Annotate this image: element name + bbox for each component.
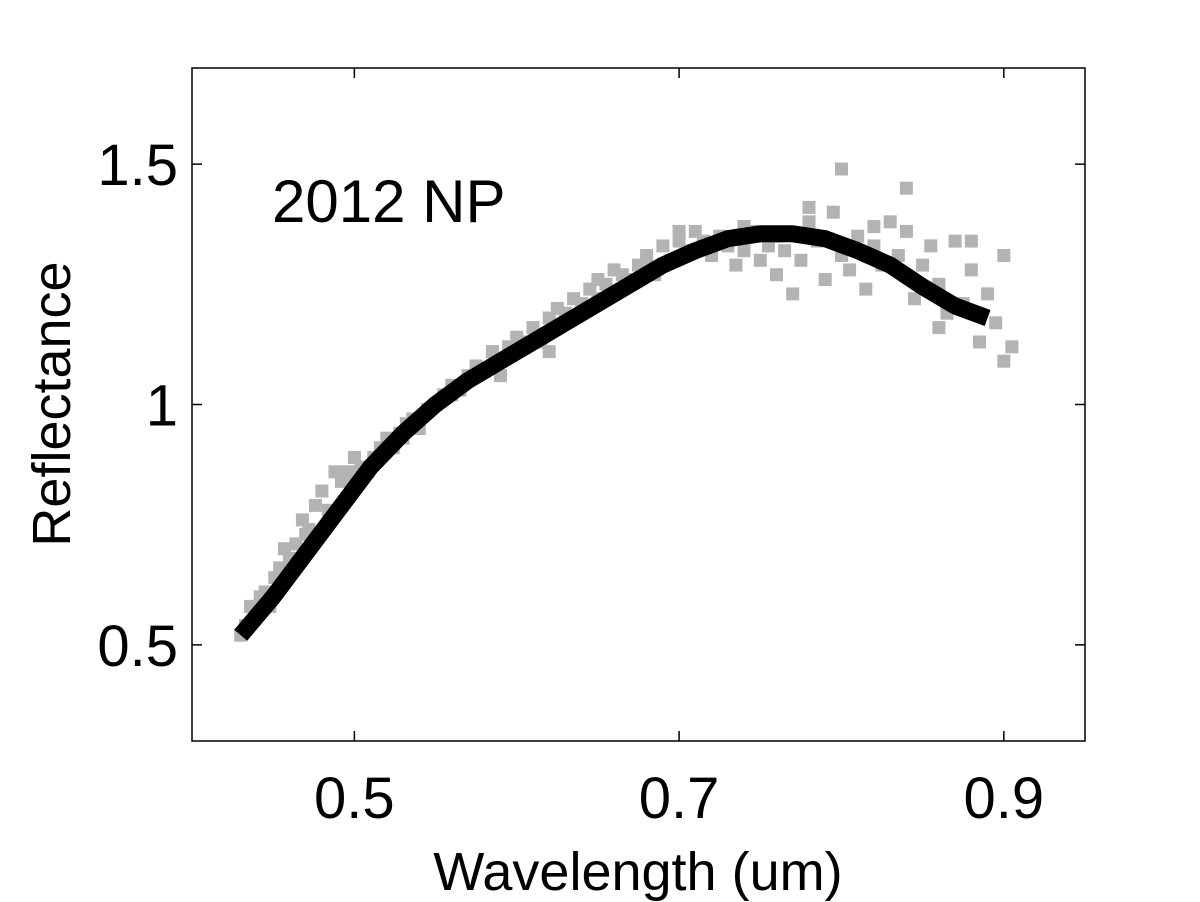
data-point bbox=[770, 268, 783, 282]
data-point bbox=[932, 321, 946, 335]
data-point bbox=[973, 335, 986, 349]
data-point bbox=[656, 239, 670, 253]
data-point bbox=[964, 263, 978, 277]
data-point bbox=[899, 181, 913, 195]
data-point bbox=[786, 287, 800, 301]
x-tick-label: 0.7 bbox=[639, 766, 720, 831]
data-point bbox=[843, 263, 857, 277]
data-point bbox=[867, 220, 881, 234]
data-point bbox=[989, 316, 1003, 330]
data-point bbox=[883, 215, 897, 229]
x-tick-label: 0.5 bbox=[314, 766, 395, 831]
y-tick-label: 1 bbox=[146, 374, 178, 439]
x-axis-title: Wavelength (um) bbox=[433, 842, 842, 902]
annotation-label: 2012 NP bbox=[272, 168, 506, 235]
data-point bbox=[948, 234, 962, 248]
data-point bbox=[908, 292, 921, 306]
data-point bbox=[729, 258, 743, 272]
data-point bbox=[916, 258, 930, 272]
data-point bbox=[672, 224, 686, 238]
data-point bbox=[826, 205, 840, 219]
data-point bbox=[851, 229, 865, 243]
data-point bbox=[802, 215, 816, 229]
data-point bbox=[737, 244, 751, 258]
data-point bbox=[899, 224, 913, 238]
data-point bbox=[794, 253, 808, 267]
y-axis-title: Reflectance bbox=[22, 261, 82, 546]
data-point bbox=[542, 345, 556, 359]
plot-area bbox=[191, 67, 1086, 742]
data-point bbox=[778, 244, 792, 258]
fit-curve-group bbox=[234, 225, 991, 641]
data-point bbox=[818, 273, 832, 286]
data-point bbox=[308, 498, 322, 512]
data-point bbox=[315, 484, 329, 498]
y-tick-label: 1.5 bbox=[97, 133, 178, 198]
data-point bbox=[964, 234, 978, 248]
data-point bbox=[1005, 340, 1019, 354]
data-point bbox=[802, 200, 816, 214]
data-point bbox=[753, 253, 767, 267]
data-point bbox=[835, 162, 848, 176]
x-tick-label: 0.9 bbox=[963, 766, 1044, 831]
data-point bbox=[981, 287, 995, 301]
data-point bbox=[997, 354, 1011, 368]
fit-curve bbox=[234, 225, 991, 641]
data-point bbox=[859, 282, 873, 296]
data-point bbox=[289, 537, 303, 551]
data-point bbox=[924, 239, 938, 253]
y-tick-label: 0.5 bbox=[97, 614, 178, 679]
data-point bbox=[997, 249, 1011, 262]
axis-ticks: 0.5 0.7 0.9 0.5 1 1.5 bbox=[97, 68, 1085, 831]
